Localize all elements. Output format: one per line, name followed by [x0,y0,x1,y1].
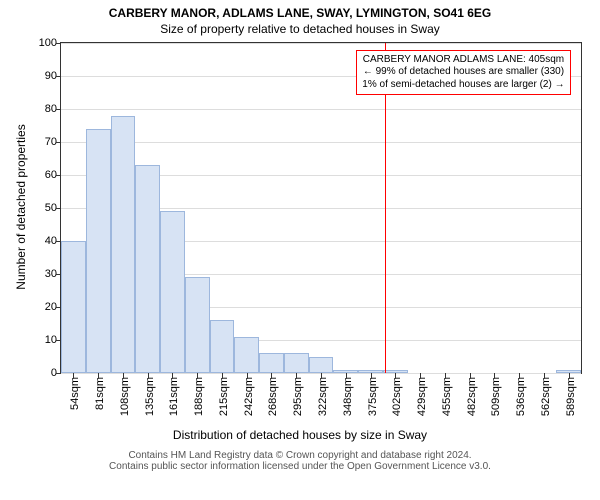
x-tick-label: 295sqm [292,373,304,416]
y-tick-mark [56,43,61,44]
gridline [61,43,581,44]
x-tick-label: 536sqm [515,373,527,416]
x-tick-mark [494,373,495,378]
x-tick-mark [172,373,173,378]
histogram-bar [160,211,185,373]
gridline [61,109,581,110]
x-tick-label: 455sqm [441,373,453,416]
y-tick-mark [56,76,61,77]
x-tick-label: 402sqm [391,373,403,416]
histogram-bar [259,353,284,373]
histogram-bar [185,277,210,373]
x-tick-label: 375sqm [367,373,379,416]
x-tick-label: 108sqm [119,373,131,416]
x-tick-mark [123,373,124,378]
plot-area: 010203040506070809010054sqm81sqm108sqm13… [60,42,582,374]
annotation-line-3: 1% of semi-detached houses are larger (2… [362,79,564,92]
x-tick-label: 161sqm [168,373,180,416]
y-tick-mark [56,373,61,374]
x-tick-mark [371,373,372,378]
x-tick-label: 268sqm [267,373,279,416]
x-tick-label: 429sqm [416,373,428,416]
chart-subtitle: Size of property relative to detached ho… [0,22,600,36]
x-tick-mark [519,373,520,378]
y-tick-mark [56,175,61,176]
x-tick-label: 589sqm [565,373,577,416]
x-tick-mark [544,373,545,378]
x-tick-mark [296,373,297,378]
x-tick-label: 509sqm [490,373,502,416]
y-tick-mark [56,208,61,209]
chart-title: CARBERY MANOR, ADLAMS LANE, SWAY, LYMING… [0,6,600,20]
y-axis-label: Number of detached properties [14,42,28,372]
x-tick-mark [420,373,421,378]
histogram-bar [309,357,334,374]
gridline [61,142,581,143]
histogram-bar [234,337,259,373]
x-tick-mark [247,373,248,378]
x-tick-label: 242sqm [243,373,255,416]
x-tick-mark [222,373,223,378]
x-tick-label: 215sqm [218,373,230,416]
x-tick-mark [346,373,347,378]
x-tick-label: 322sqm [317,373,329,416]
histogram-bar [284,353,309,373]
x-tick-mark [148,373,149,378]
chart-container: CARBERY MANOR, ADLAMS LANE, SWAY, LYMING… [0,0,600,500]
x-tick-label: 562sqm [540,373,552,416]
annotation-box: CARBERY MANOR ADLAMS LANE: 405sqm← 99% o… [356,50,570,96]
x-tick-mark [197,373,198,378]
annotation-line-2: ← 99% of detached houses are smaller (33… [362,66,564,79]
x-tick-mark [98,373,99,378]
y-tick-mark [56,109,61,110]
histogram-bar [135,165,160,373]
x-tick-mark [321,373,322,378]
histogram-bar [61,241,86,373]
x-tick-label: 188sqm [193,373,205,416]
x-tick-mark [445,373,446,378]
x-tick-mark [569,373,570,378]
x-tick-mark [395,373,396,378]
histogram-bar [111,116,136,373]
histogram-bar [86,129,111,373]
x-tick-mark [470,373,471,378]
footer-line-2: Contains public sector information licen… [0,461,600,472]
y-tick-mark [56,142,61,143]
x-axis-label: Distribution of detached houses by size … [0,428,600,442]
x-tick-label: 135sqm [144,373,156,416]
x-tick-label: 482sqm [466,373,478,416]
annotation-line-1: CARBERY MANOR ADLAMS LANE: 405sqm [362,54,564,67]
x-tick-mark [271,373,272,378]
footer-line-1: Contains HM Land Registry data © Crown c… [0,450,600,461]
x-tick-label: 81sqm [94,373,106,410]
x-tick-label: 348sqm [342,373,354,416]
x-tick-mark [73,373,74,378]
histogram-bar [210,320,235,373]
x-tick-label: 54sqm [69,373,81,410]
footer: Contains HM Land Registry data © Crown c… [0,450,600,472]
